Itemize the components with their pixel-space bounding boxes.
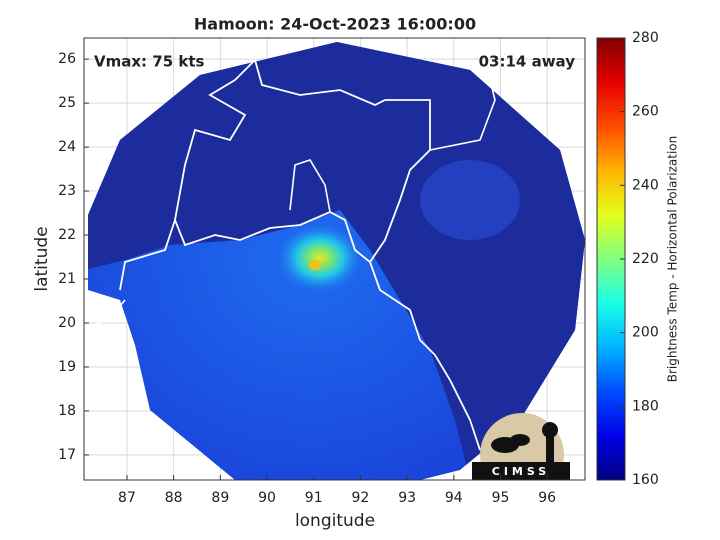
cimss-logo: CIMSS [472,413,570,480]
time-label: 03:14 away [479,53,576,71]
y-tick-label: 20 [58,315,76,331]
colorbar-tick-label: 160 [632,472,659,488]
plot-frame [83,37,586,481]
x-tick-label: 94 [445,490,463,506]
colorbar-label: Brightness Temp - Horizontal Polarizatio… [666,136,680,383]
title: Hamoon: 24-Oct-2023 16:00:00 [194,15,476,34]
vmax-label: Vmax: 75 kts [94,53,204,71]
x-tick-label: 88 [165,490,183,506]
colorbar-tick-label: 220 [632,251,659,267]
x-tick-label: 95 [492,490,510,506]
y-axis-label: latitude [32,226,52,291]
x-tick-label: 87 [118,490,136,506]
colorbar-tick-label: 240 [632,177,659,193]
satellite-image: CIMSS [84,42,585,480]
y-tick-label: 17 [58,447,76,463]
colorbar-tick-label: 180 [632,398,659,414]
x-tick-label: 89 [211,490,229,506]
colorbar-tick-label: 280 [632,30,659,46]
x-tick-label: 90 [258,490,276,506]
x-tick-label: 96 [538,490,556,506]
y-tick-label: 18 [58,403,76,419]
y-tick-label: 19 [58,359,76,375]
y-tick-label: 22 [58,227,76,243]
y-tick-label: 26 [58,51,76,67]
x-tick-label: 91 [305,490,323,506]
y-tick-label: 25 [58,95,76,111]
y-tick-label: 21 [58,271,76,287]
x-tick-label: 92 [351,490,369,506]
colorbar-tick-label: 200 [632,325,659,341]
colorbar-tick-label: 260 [632,104,659,120]
logo-text: CIMSS [492,465,550,478]
x-tick-label: 93 [398,490,416,506]
y-tick-label: 24 [58,139,76,155]
y-tick-label: 23 [58,183,76,199]
x-axis-label: longitude [295,511,375,531]
